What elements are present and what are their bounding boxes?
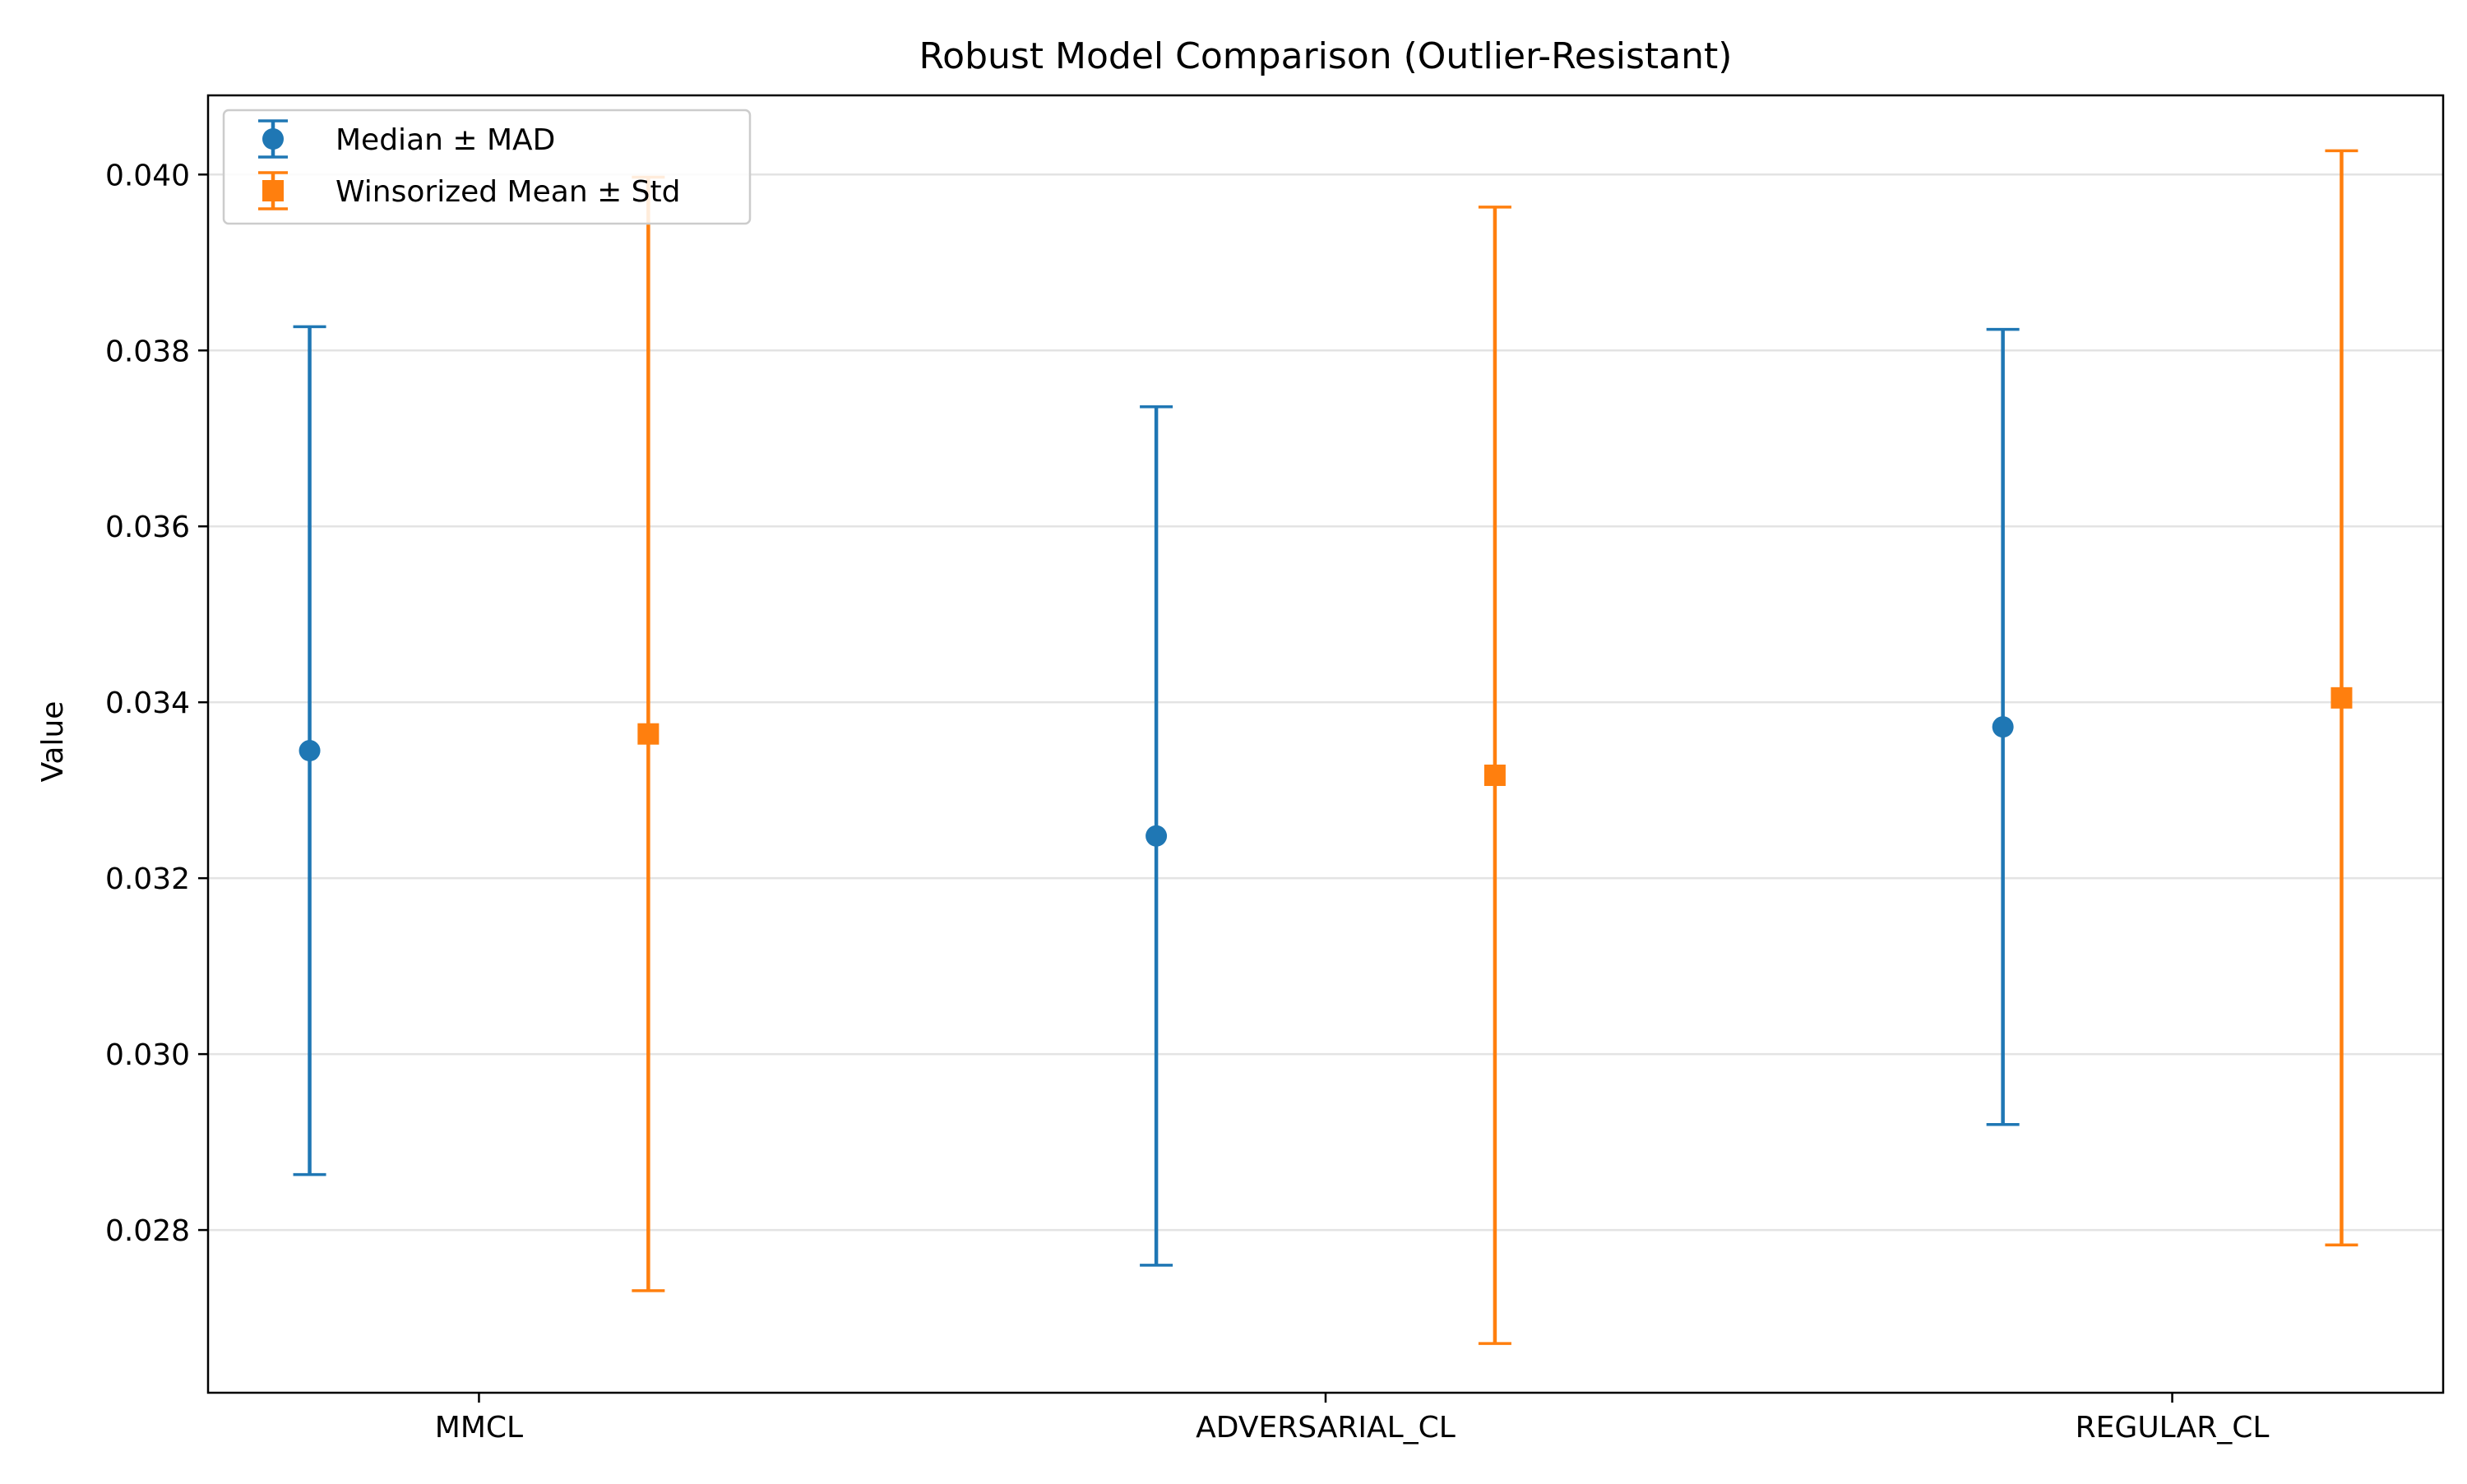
- legend: Median ± MAD Winsorized Mean ± Std: [222, 109, 752, 225]
- x-tick-label: ADVERSARIAL_CL: [1196, 1411, 1456, 1445]
- y-tick-label: 0.034: [105, 687, 190, 720]
- data-point-winsorized-mean: [1483, 764, 1506, 786]
- y-axis-label: Value: [36, 701, 70, 783]
- y-tick-label: 0.040: [105, 159, 190, 192]
- data-point-winsorized-mean: [637, 723, 660, 745]
- legend-marker-square: [262, 180, 284, 201]
- legend-label: Winsorized Mean ± Std: [336, 175, 681, 209]
- data-point-median: [299, 740, 321, 762]
- chart-title: Robust Model Comparison (Outlier-Resista…: [919, 35, 1733, 77]
- x-tick-label: REGULAR_CL: [2076, 1411, 2270, 1445]
- data-point-median: [1992, 716, 2014, 738]
- y-tick-label: 0.038: [105, 335, 190, 368]
- axis-ticks: 0.028 0.030 0.032 0.034 0.036 0.038 0.040 MMCL A…: [105, 159, 2269, 1445]
- data-point-winsorized-mean: [2330, 687, 2353, 709]
- legend-label: Median ± MAD: [336, 123, 555, 157]
- data-point-median: [1146, 825, 1168, 847]
- y-tick-label: 0.030: [105, 1038, 190, 1072]
- x-tick-label: MMCL: [435, 1411, 523, 1445]
- y-tick-label: 0.028: [105, 1214, 190, 1248]
- legend-marker-circle: [262, 128, 284, 150]
- grid-lines: [208, 173, 2443, 1232]
- plot-area: [293, 149, 2358, 1345]
- legend-box: [222, 109, 752, 225]
- y-tick-label: 0.032: [105, 862, 190, 896]
- y-tick-label: 0.036: [105, 511, 190, 544]
